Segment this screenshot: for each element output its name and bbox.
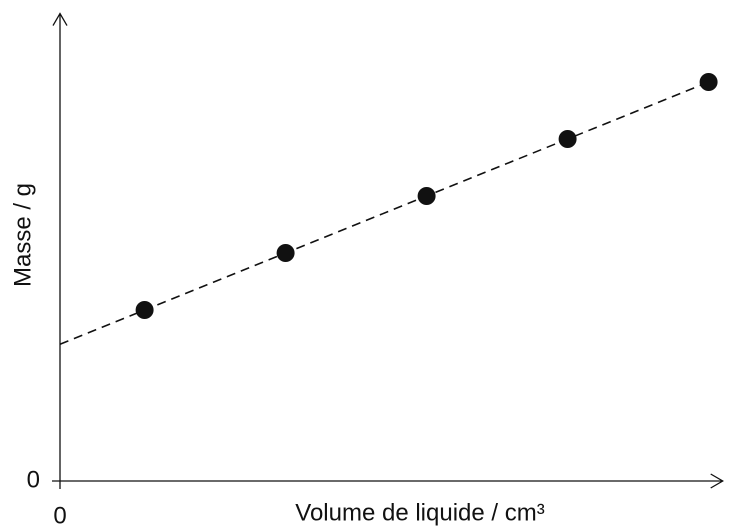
x-tick-label: 0 xyxy=(53,502,66,529)
x-axis-arrow xyxy=(710,473,724,489)
data-point xyxy=(699,73,718,91)
y-axis-arrow xyxy=(52,12,68,26)
y-axis-label: Masse / g xyxy=(9,183,36,287)
y-tick-label: 0 xyxy=(27,466,40,493)
data-point xyxy=(276,244,295,262)
data-point xyxy=(558,130,577,148)
x-axis-label: Volume de liquide / cm³ xyxy=(295,499,544,526)
data-point xyxy=(417,187,436,205)
trend-line xyxy=(59,81,709,345)
data-point xyxy=(135,301,154,319)
